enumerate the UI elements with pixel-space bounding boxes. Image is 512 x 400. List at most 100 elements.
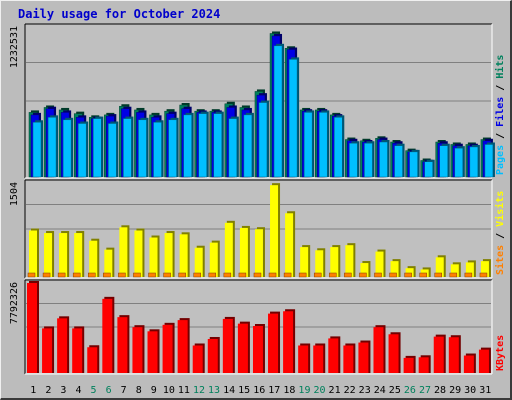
visits-bar: [149, 237, 158, 277]
sites-bar: [479, 272, 488, 278]
x-tick-label: 13: [208, 385, 220, 396]
visits-bar: [345, 245, 354, 277]
pages-bar: [138, 119, 147, 178]
sites-bar: [208, 272, 217, 278]
pages-bar: [183, 114, 192, 178]
kbytes-bar: [222, 318, 233, 373]
kbytes-bar: [268, 313, 279, 373]
kbytes-bar: [72, 328, 83, 373]
kbytes-bar: [192, 345, 203, 373]
pages-bar: [469, 146, 479, 178]
x-tick-label: 1: [30, 385, 36, 396]
visits-bar: [119, 227, 128, 277]
visits-bar: [330, 247, 339, 277]
legend-panel-2: Sites / Visits: [494, 191, 506, 275]
visits-bar: [270, 185, 279, 277]
pages-bar: [32, 122, 42, 178]
sites-bar: [464, 272, 473, 278]
pages-bar: [198, 113, 207, 178]
visits-bar: [224, 222, 233, 277]
panel-3: 7792326 KBytes: [9, 279, 506, 375]
visits-bar: [194, 247, 203, 277]
kbytes-bar: [313, 345, 324, 373]
x-tick-label: 21: [329, 385, 341, 396]
legend-kbytes: KBytes: [495, 335, 506, 371]
legend-panel-3: KBytes: [495, 335, 506, 371]
kbytes-bar: [283, 311, 294, 373]
legend-separator: /: [495, 79, 506, 97]
sites-bar: [313, 272, 322, 278]
kbytes-bar: [328, 338, 339, 373]
legend-hits: Hits: [494, 55, 506, 79]
visits-bar: [179, 234, 188, 277]
kbytes-bar: [373, 327, 384, 373]
pages-bar: [439, 145, 448, 178]
x-tick-label: 30: [464, 385, 476, 396]
visits-bar: [450, 264, 459, 277]
x-tick-label: 14: [223, 385, 235, 396]
pages-bar: [288, 59, 298, 178]
kbytes-bar: [298, 345, 309, 373]
x-tick-label: 5: [91, 385, 97, 396]
x-tick-label: 12: [193, 385, 205, 396]
legend-separator: /: [495, 227, 506, 245]
visits-bar: [254, 229, 263, 277]
x-tick-label: 9: [151, 385, 157, 396]
sites-bar: [253, 272, 262, 278]
visits-bar: [405, 268, 414, 277]
x-tick-label: 24: [374, 385, 386, 396]
kbytes-bar: [343, 345, 354, 373]
visits-bar: [390, 261, 399, 277]
pages-bar: [364, 142, 373, 178]
x-tick-label: 23: [359, 385, 371, 396]
pages-bar: [62, 119, 72, 178]
legend-visits: Visits: [494, 191, 506, 227]
sites-bar: [268, 272, 277, 278]
sites-bar: [42, 272, 51, 278]
panel-1: 1232531 Pages / Files / Hits: [9, 23, 506, 179]
pages-bar: [409, 151, 418, 178]
visits-bar: [375, 251, 384, 277]
x-tick-label: 16: [253, 385, 265, 396]
sites-bar: [419, 272, 427, 278]
sites-bar: [329, 272, 337, 278]
sites-bar: [27, 272, 36, 278]
visits-bar: [59, 233, 68, 277]
kbytes-bar: [358, 342, 369, 373]
visits-bar: [360, 263, 369, 277]
x-tick-label: 27: [419, 385, 431, 396]
x-tick-label: 8: [136, 385, 142, 396]
sites-bar: [223, 272, 232, 278]
x-tick-label: 11: [178, 385, 190, 396]
pages-bar: [394, 145, 403, 178]
x-tick-label: 2: [45, 385, 51, 396]
x-tick-label: 7: [121, 385, 127, 396]
pages-bar: [273, 45, 283, 178]
pages-bar: [349, 142, 358, 178]
visits-bar: [315, 250, 324, 277]
sites-bar: [178, 272, 186, 278]
x-tick-label: 29: [449, 385, 461, 396]
pages-bar: [153, 122, 162, 178]
pages-bar: [318, 112, 328, 178]
visits-bar: [29, 230, 37, 277]
kbytes-bar: [388, 334, 399, 373]
legend-panel-1: Pages / Files / Hits: [494, 55, 506, 175]
visits-bar: [44, 233, 53, 277]
pages-bar: [379, 141, 388, 178]
x-tick-label: 6: [106, 385, 112, 396]
pages-bar: [93, 118, 102, 178]
x-tick-label: 20: [313, 385, 325, 396]
kbytes-bar: [162, 324, 173, 373]
visits-bar: [104, 249, 113, 277]
chart-title: Daily usage for October 2024: [18, 7, 221, 21]
pages-bar: [213, 113, 223, 178]
kbytes-bar: [57, 318, 68, 373]
sites-bar: [103, 272, 111, 278]
pages-bar: [77, 123, 87, 178]
sites-bar: [359, 272, 367, 278]
x-tick-label: 26: [404, 385, 416, 396]
visits-bar: [164, 233, 173, 277]
kbytes-bar: [132, 327, 143, 373]
